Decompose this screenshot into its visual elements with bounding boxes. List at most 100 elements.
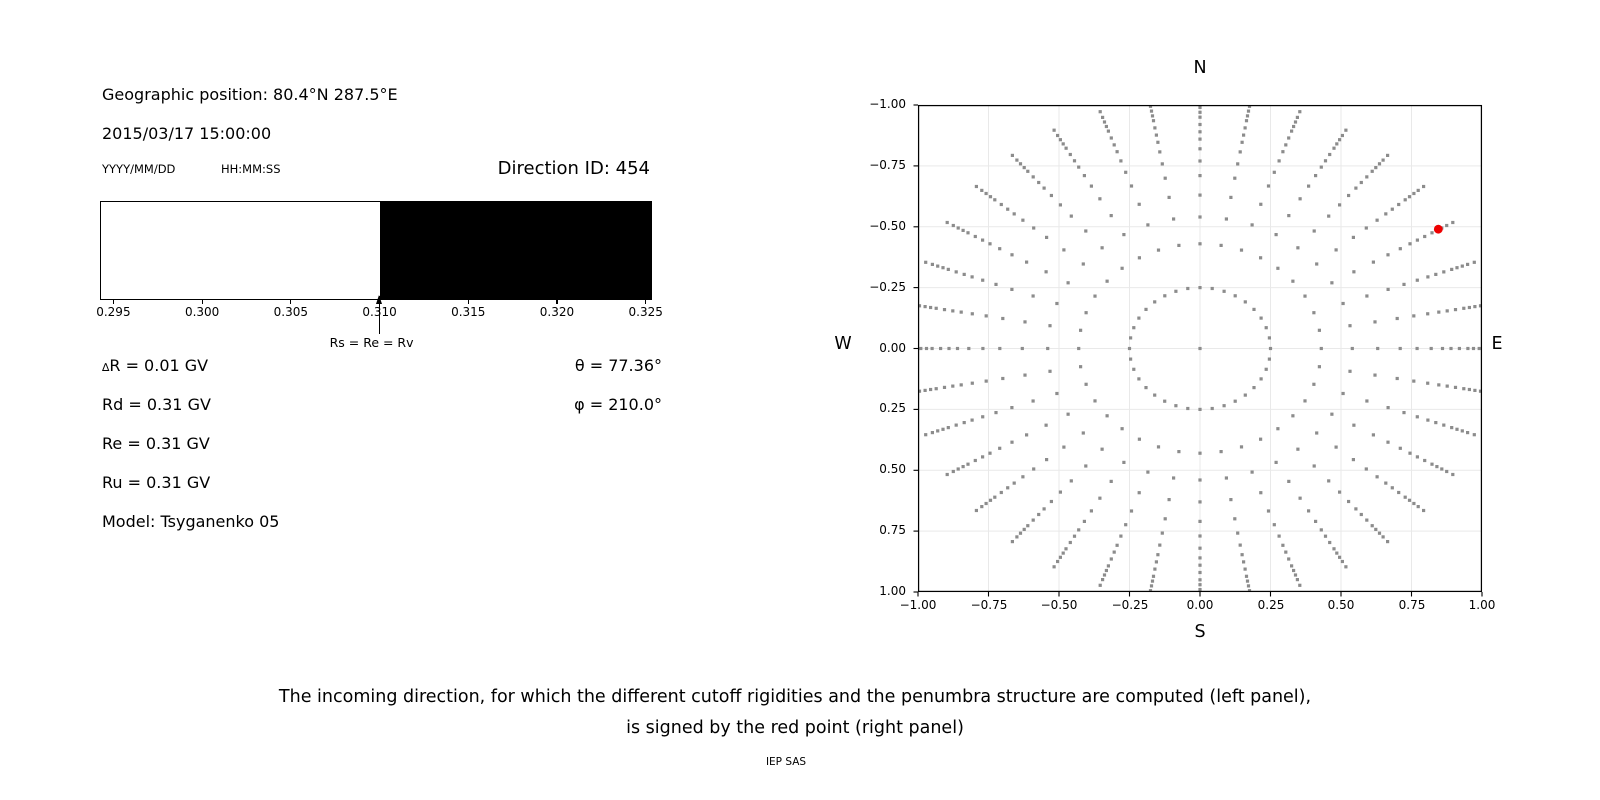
x-tick-label: 0.00 (1186, 598, 1214, 612)
direction-dot (1077, 346, 1081, 351)
direction-dot (1198, 115, 1202, 119)
direction-dot (934, 306, 938, 310)
direction-id-text: Direction ID: 454 (497, 158, 650, 179)
direction-dot (1106, 129, 1110, 133)
direction-dot (984, 314, 988, 318)
direction-dot (1364, 467, 1368, 471)
direction-dot (1021, 475, 1025, 479)
cardinal-east-label: E (1491, 334, 1503, 354)
direction-dot (1471, 346, 1476, 351)
direction-dot (1359, 180, 1363, 185)
y-tick-label: 0.50 (879, 462, 906, 476)
y-tick-label: −1.00 (869, 97, 906, 111)
direction-dot (1006, 486, 1010, 490)
direction-dot (1292, 568, 1296, 573)
direction-dot (1440, 346, 1445, 351)
direction-dot (1298, 496, 1302, 500)
direction-dot (1210, 286, 1214, 291)
penumbra-plot: Rs = Re = Rv 0.295 0.300 0.305 0.310 0.315 0.… (96, 201, 663, 350)
direction-dot (980, 505, 984, 509)
direction-dot (970, 418, 974, 422)
penumbra-tick-label: 0.295 (96, 305, 131, 319)
direction-dot (1198, 534, 1202, 538)
direction-dot (1010, 540, 1014, 544)
direction-dot (1198, 519, 1202, 523)
direction-dot (1233, 176, 1237, 180)
direction-dot (1001, 316, 1005, 321)
direction-dot (1486, 391, 1489, 394)
direction-plot: N S W E −1.00 −0.75 −0.50 −0.25 0.00 0.25 0.50… (834, 58, 1502, 642)
direction-dot (1415, 278, 1419, 282)
direction-dot (1402, 282, 1406, 286)
y-tick-label: 1.00 (879, 584, 906, 598)
direction-dot (1317, 365, 1321, 369)
direction-dot (1001, 376, 1005, 381)
direction-dot (1386, 253, 1390, 257)
direction-dot (1422, 508, 1426, 513)
direction-dot (999, 202, 1003, 207)
direction-dot (1423, 234, 1427, 239)
direction-dot (1293, 573, 1298, 577)
direction-dot (1239, 445, 1244, 449)
direction-dot (1335, 142, 1339, 146)
direction-dot (1244, 574, 1249, 578)
direction-dot (1084, 464, 1088, 468)
direction-dot (1259, 491, 1263, 495)
direction-dot (1163, 399, 1167, 403)
direction-dot (1281, 543, 1285, 547)
direction-dot (1397, 202, 1401, 207)
x-tick-label: 0.75 (1398, 598, 1426, 612)
direction-dot (1377, 162, 1382, 166)
direction-dot (1370, 169, 1374, 173)
direction-dot (945, 472, 949, 477)
direction-dot (1104, 124, 1108, 129)
direction-dot (923, 388, 927, 392)
direction-dot (1246, 584, 1251, 588)
direction-dot (1109, 479, 1113, 483)
direction-dot (1068, 540, 1072, 545)
direction-dot (1338, 555, 1342, 559)
direction-dot (1049, 193, 1053, 198)
direction-dot (961, 465, 965, 469)
direction-dot (1437, 383, 1441, 387)
direction-dot (988, 498, 993, 502)
direction-dot (981, 278, 985, 282)
direction-dot (1298, 110, 1302, 114)
direction-dot (1323, 534, 1328, 538)
direction-dot (1478, 304, 1482, 308)
direction-dot (1323, 159, 1328, 163)
direction-dot (1281, 150, 1285, 154)
direction-dot (1093, 294, 1097, 298)
direction-dot (1010, 406, 1014, 410)
direction-dot (1198, 215, 1202, 219)
direction-dot (1022, 166, 1026, 170)
direction-dot (1426, 418, 1430, 422)
direction-dot (1291, 414, 1295, 418)
cardinal-south-label: S (1194, 622, 1206, 642)
direction-dot (1163, 517, 1167, 521)
direction-dot (1412, 314, 1416, 318)
direction-dot (1423, 458, 1427, 463)
direction-dot (1149, 109, 1154, 113)
direction-dot (1430, 462, 1434, 466)
direction-dot (1224, 217, 1228, 221)
direction-dot (1112, 143, 1116, 147)
cutoff-arrow-label: Rs = Re = Rv (329, 335, 414, 350)
direction-dot (981, 455, 985, 459)
direction-dot (1229, 498, 1233, 502)
direction-dot (1015, 535, 1019, 539)
direction-dot (1198, 556, 1202, 560)
direction-dot (1332, 547, 1336, 551)
direction-dot (1177, 450, 1181, 454)
direction-dot (1365, 294, 1369, 298)
direction-dot (1198, 137, 1202, 141)
direction-dot (1386, 406, 1390, 410)
penumbra-tick-label: 0.325 (628, 305, 663, 319)
direction-dot (1451, 472, 1455, 477)
direction-dot (1150, 114, 1155, 118)
direction-dot (1056, 559, 1060, 564)
direction-dot (1120, 427, 1124, 431)
direction-dot (1148, 105, 1153, 108)
direction-dot (1314, 519, 1318, 523)
direction-dot (1100, 447, 1104, 451)
